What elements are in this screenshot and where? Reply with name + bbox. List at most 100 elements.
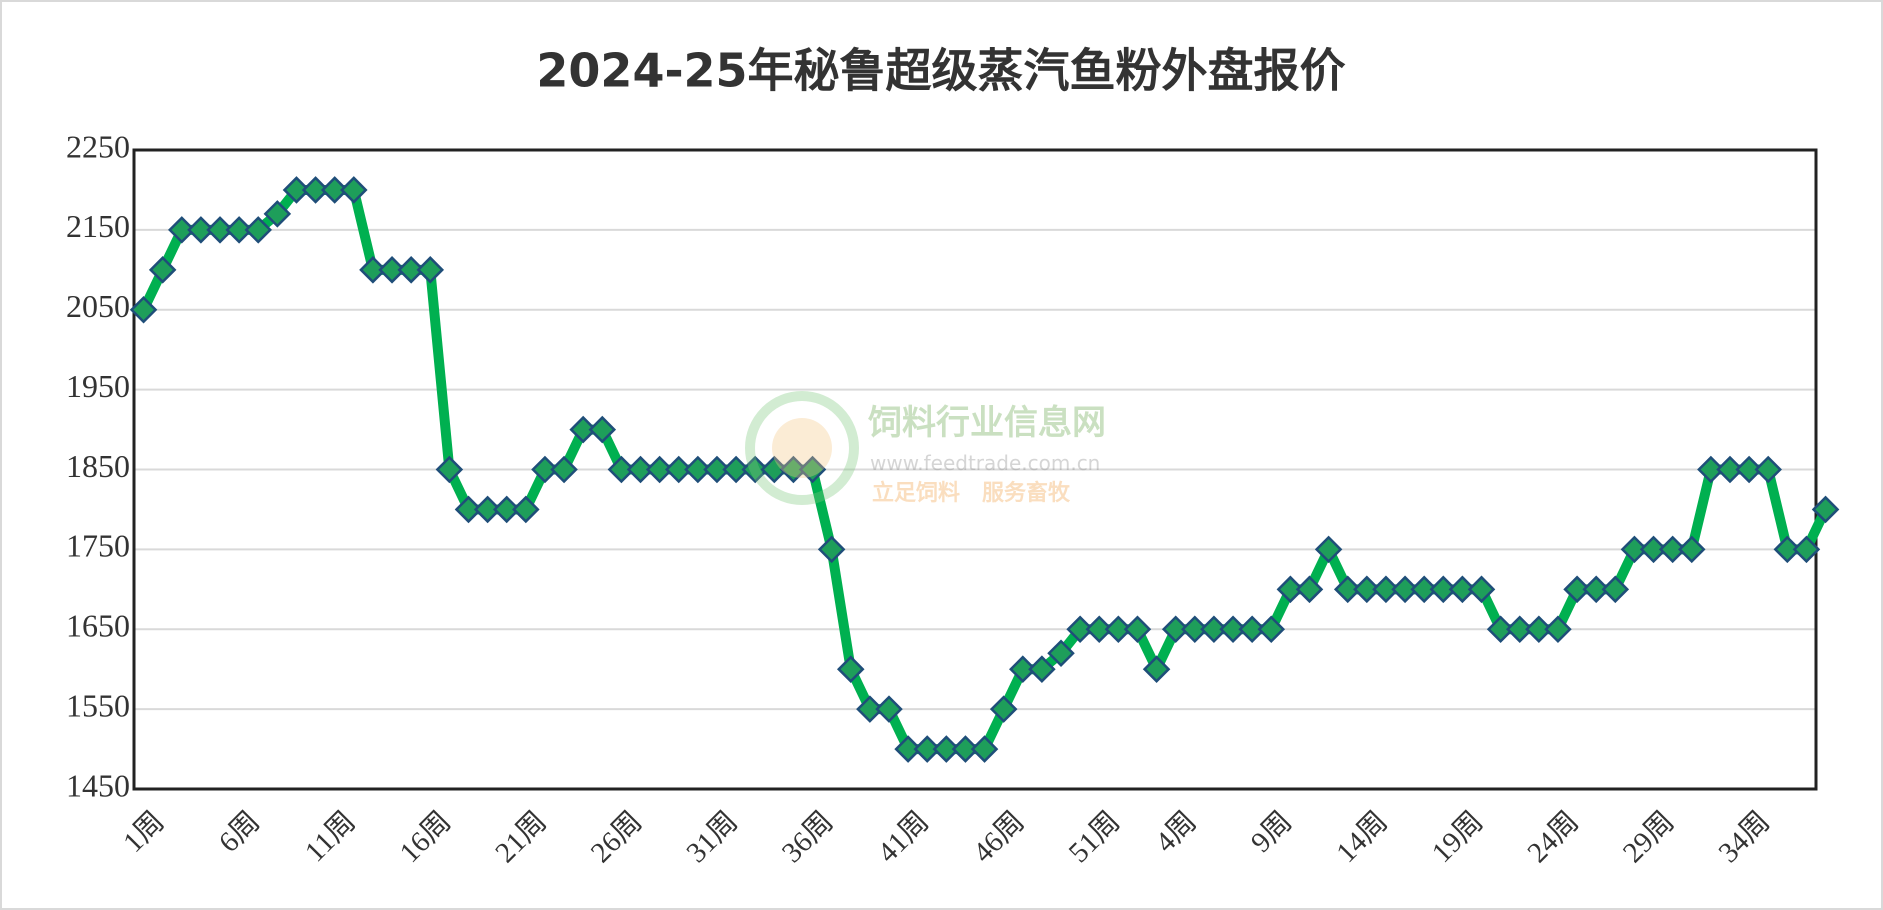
marker [1123,615,1152,644]
marker [550,455,578,484]
marker [1161,615,1190,644]
marker [817,535,846,564]
marker [512,495,540,524]
marker [1200,615,1228,644]
marker [320,176,349,204]
marker [607,455,636,484]
marker [244,216,273,244]
marker [1773,535,1802,564]
marker [664,455,693,484]
marker [970,735,999,763]
marker [741,455,769,484]
marker [1391,575,1419,604]
marker [1716,455,1744,484]
y-tick-label: 2250 [66,128,130,164]
watermark-slogan: 立足饲料 服务畜牧 [872,480,1071,506]
marker [1658,535,1687,564]
y-tick-label: 1950 [66,368,130,404]
marker [645,455,674,484]
watermark: 饲料行业信息网 www.feedtrade.com.cn 立足饲料 服务畜牧 [745,391,1106,506]
marker [378,256,406,284]
marker [875,695,903,723]
watermark-name: 饲料行业信息网 [868,403,1106,443]
marker [454,495,483,524]
marker [1601,575,1630,604]
marker [148,256,177,284]
marker [1677,535,1706,564]
marker [1410,575,1438,604]
marker [1066,615,1094,644]
marker [1276,575,1305,604]
marker [301,176,330,204]
y-tick-label: 1850 [66,448,130,484]
marker [359,256,387,284]
marker [1639,535,1668,564]
marker [684,455,712,484]
marker [1257,615,1286,644]
marker [1811,495,1840,524]
marker [1505,615,1534,644]
marker [856,695,884,723]
marker [1582,575,1610,604]
marker [779,455,808,484]
marker [1620,535,1649,564]
marker [1219,615,1247,644]
marker [206,216,234,244]
marker [894,735,922,763]
marker [435,455,464,484]
marker [798,455,827,484]
y-tick-label: 2150 [66,208,130,244]
y-tick-label: 1450 [66,767,130,803]
marker [1544,615,1572,644]
marker [760,455,789,484]
marker [492,495,521,524]
marker [1467,575,1496,604]
watermark-logo [772,418,832,478]
watermark-logo [745,391,859,505]
marker [1047,639,1075,667]
plot-border [132,148,1818,791]
marker [263,200,292,228]
y-tick-label: 1550 [66,687,130,723]
marker [129,295,158,324]
marker [1295,575,1324,604]
marker [1525,615,1553,644]
marker [836,655,865,683]
marker [1735,455,1763,484]
marker [473,495,502,524]
marker [588,415,617,444]
marker [416,256,445,284]
marker [1314,535,1343,564]
marker [397,256,425,284]
y-tick-label: 2050 [66,288,130,324]
marker [703,455,731,484]
marker [989,695,1018,723]
y-tick-label: 1650 [66,608,130,644]
marker [951,735,980,763]
marker [1486,615,1515,644]
marker [1353,575,1381,604]
marker [1429,575,1458,604]
marker [569,415,597,444]
marker [1238,615,1266,644]
marker [1372,575,1400,604]
marker [1142,655,1171,683]
marker [187,216,215,244]
marker [626,455,655,484]
marker [1009,655,1037,683]
marker [1697,455,1725,484]
chart-title: 2024-25年秘鲁超级蒸汽鱼粉外盘报价 [536,44,1345,98]
marker [1181,615,1209,644]
marker [282,176,311,204]
marker [722,455,750,484]
marker [1028,655,1056,683]
watermark-url: www.feedtrade.com.cn [870,451,1100,475]
marker [913,735,941,763]
marker [340,176,368,204]
marker [531,455,559,484]
y-tick-label: 1750 [66,528,130,564]
marker [1563,575,1591,604]
marker [1792,535,1821,564]
marker [1333,575,1362,604]
